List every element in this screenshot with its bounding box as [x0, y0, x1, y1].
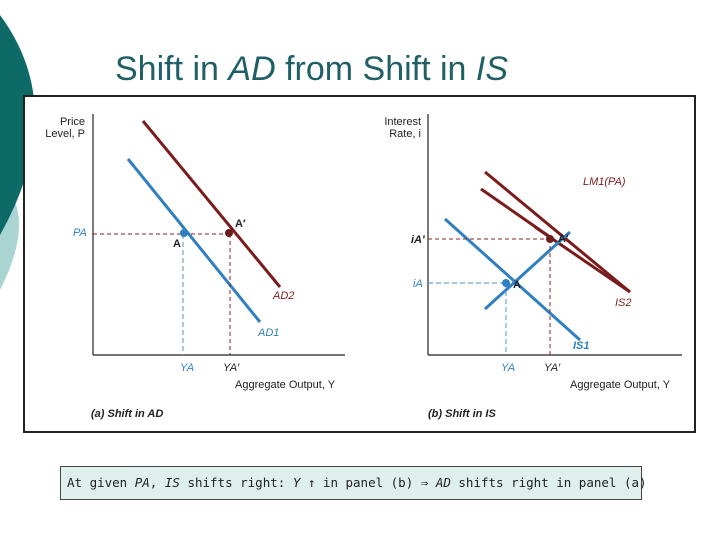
panel-b: Interest Rate, i LM1(PA) iA′ A′ iA A IS2…	[384, 114, 682, 420]
panel-a-y-label-2: Level, P	[45, 128, 85, 140]
ya-prime-tick-label: YA′	[223, 362, 240, 374]
explanation-caption: At given PA, IS shifts right: Y ↑ in pan…	[60, 466, 647, 500]
panel-a-y-label-1: Price	[60, 116, 85, 128]
panel-a-point-a-prime-label: A′	[235, 218, 246, 230]
caption-part: ↑ in panel (b) ⇒	[300, 475, 436, 490]
point-a-panel-a	[180, 229, 188, 237]
pa-tick-label: PA	[73, 227, 87, 239]
caption-part-ad: AD	[435, 475, 451, 490]
panel-a-caption: (a) Shift in AD	[91, 408, 163, 420]
title-part-is: IS	[475, 50, 509, 88]
deco-dark-shape	[0, 15, 35, 235]
ia-tick-label: iA	[413, 278, 423, 290]
panel-b-x-label: Aggregate Output, Y	[570, 379, 671, 391]
panel-a: Price Level, P A A′ PA AD2 AD1 YA YA′ Ag…	[45, 114, 345, 420]
title-part: from Shift in	[275, 50, 476, 88]
ia-prime-tick-label: iA′	[411, 234, 426, 246]
title-part: Shift in	[115, 50, 229, 88]
ad1-curve	[126, 158, 262, 323]
caption-part: shifts right:	[179, 475, 293, 490]
panel-b-y-label-2: Rate, i	[389, 128, 421, 140]
panel-a-x-label: Aggregate Output, Y	[235, 379, 336, 391]
point-a-panel-b	[502, 279, 510, 287]
is1-label: IS1	[573, 340, 590, 352]
ya-prime-tick-label-b: YA′	[544, 362, 561, 374]
lm1-curve	[484, 170, 631, 294]
caption-part-y: Y	[292, 475, 301, 490]
panel-b-y-label-1: Interest	[384, 116, 421, 128]
panel-a-point-a-label: A	[173, 238, 181, 250]
ya-tick-label-b: YA	[501, 362, 515, 374]
diagram-svg: Price Level, P A A′ PA AD2 AD1 YA YA′ Ag…	[45, 114, 682, 420]
panel-b-point-a-label: A	[513, 279, 521, 291]
ad2-label: AD2	[272, 290, 294, 302]
is2-curve-upper	[480, 187, 551, 239]
caption-part-pa: PA	[134, 475, 150, 490]
caption-part: At given	[67, 475, 135, 490]
lm1-blue-segment	[483, 230, 572, 311]
point-a-prime-panel-a	[225, 229, 233, 237]
title-part-ad: AD	[228, 50, 276, 88]
slide-decoration	[0, 15, 35, 290]
ad1-label: AD1	[257, 327, 279, 339]
panel-b-caption: (b) Shift in IS	[428, 408, 496, 420]
caption-part: ,	[149, 475, 165, 490]
panel-b-point-a-prime-label: A′	[558, 233, 569, 245]
point-a-prime-panel-b	[546, 235, 554, 243]
slide-title: Shift in AD from Shift in IS	[115, 50, 508, 89]
lm1-label: LM1(PA)	[583, 176, 626, 188]
caption-part-is: IS	[164, 475, 180, 490]
caption-part: shifts right in panel (a)	[450, 475, 647, 490]
is1-curve	[443, 217, 582, 342]
ya-tick-label: YA	[180, 362, 194, 374]
is2-label: IS2	[615, 297, 632, 309]
ad2-curve	[141, 120, 282, 288]
figure-panel: Price Level, P A A′ PA AD2 AD1 YA YA′ Ag…	[23, 95, 696, 433]
